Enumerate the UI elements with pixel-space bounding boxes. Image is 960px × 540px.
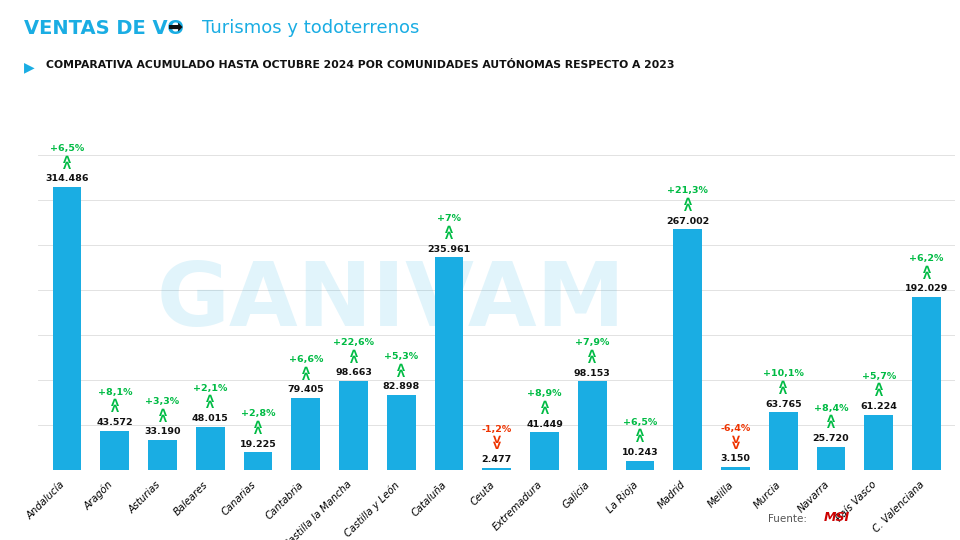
Text: ᐱ
ᐱ: ᐱ ᐱ [349, 349, 357, 365]
Text: ᐱ
ᐱ: ᐱ ᐱ [110, 399, 119, 414]
Text: +5,7%: +5,7% [862, 372, 896, 381]
Text: 48.015: 48.015 [192, 414, 228, 423]
Text: +2,8%: +2,8% [241, 409, 276, 418]
Text: 98.663: 98.663 [335, 368, 372, 377]
Text: +10,1%: +10,1% [763, 369, 804, 379]
Text: ▶: ▶ [24, 60, 35, 75]
Text: +6,6%: +6,6% [289, 355, 323, 364]
Bar [339, 381, 368, 470]
Bar [626, 461, 655, 470]
Bar [578, 381, 607, 470]
Text: 82.898: 82.898 [383, 382, 420, 392]
Text: Fuente:: Fuente: [768, 514, 807, 524]
Text: 79.405: 79.405 [287, 386, 324, 394]
Bar [101, 430, 130, 470]
Text: COMPARATIVA ACUMULADO HASTA OCTUBRE 2024 POR COMUNIDADES AUTÓNOMAS RESPECTO A 20: COMPARATIVA ACUMULADO HASTA OCTUBRE 2024… [46, 60, 675, 71]
Bar [817, 447, 846, 470]
Text: 63.765: 63.765 [765, 400, 802, 409]
Bar [244, 453, 273, 470]
Text: +22,6%: +22,6% [333, 338, 374, 347]
Text: 41.449: 41.449 [526, 420, 563, 429]
Bar [483, 468, 511, 470]
Text: 267.002: 267.002 [666, 217, 709, 226]
Text: +7,9%: +7,9% [575, 339, 610, 347]
Text: ᐱ
ᐱ: ᐱ ᐱ [301, 366, 310, 382]
Bar [292, 399, 320, 470]
Text: ᐱ
ᐱ: ᐱ ᐱ [254, 420, 262, 436]
Bar [387, 395, 416, 470]
Text: ᐯ
ᐯ: ᐯ ᐯ [492, 435, 501, 451]
Text: -6,4%: -6,4% [720, 424, 751, 433]
Text: GANIVAM: GANIVAM [156, 258, 626, 345]
Text: +8,9%: +8,9% [527, 389, 562, 399]
Text: ᐱ
ᐱ: ᐱ ᐱ [780, 380, 787, 396]
Bar [912, 297, 941, 470]
Text: +6,2%: +6,2% [909, 254, 944, 263]
Text: +3,3%: +3,3% [146, 397, 180, 406]
Text: 98.153: 98.153 [574, 369, 611, 377]
Bar [435, 258, 464, 470]
Text: +6,5%: +6,5% [623, 417, 658, 427]
Text: 314.486: 314.486 [45, 174, 88, 183]
Text: 2.477: 2.477 [482, 455, 512, 464]
Text: 25.720: 25.720 [813, 434, 850, 443]
Text: +6,5%: +6,5% [50, 144, 84, 153]
Text: ᐱ
ᐱ: ᐱ ᐱ [828, 415, 835, 430]
Bar [530, 433, 559, 470]
Text: +7%: +7% [437, 214, 461, 224]
Text: -1,2%: -1,2% [482, 424, 512, 434]
Text: ➡: ➡ [168, 19, 183, 37]
Text: ᐱ
ᐱ: ᐱ ᐱ [206, 394, 214, 410]
Text: ᐱ
ᐱ: ᐱ ᐱ [397, 363, 405, 379]
Text: MSI: MSI [824, 511, 850, 524]
Bar [721, 467, 750, 470]
Text: 3.150: 3.150 [721, 454, 751, 463]
Text: VENTAS DE VO: VENTAS DE VO [24, 19, 184, 38]
Text: ᐱ
ᐱ: ᐱ ᐱ [540, 400, 548, 416]
Text: +8,4%: +8,4% [814, 403, 849, 413]
Text: Turismos y todoterrenos: Turismos y todoterrenos [202, 19, 419, 37]
Text: +21,3%: +21,3% [667, 186, 708, 195]
Text: 10.243: 10.243 [622, 448, 659, 457]
Text: +2,1%: +2,1% [193, 383, 228, 393]
Text: ᐯ
ᐯ: ᐯ ᐯ [732, 435, 739, 451]
Bar [864, 415, 893, 470]
Bar [674, 230, 702, 470]
Text: ᐱ
ᐱ: ᐱ ᐱ [588, 349, 596, 365]
Text: 235.961: 235.961 [427, 245, 470, 254]
Text: ᐱ
ᐱ: ᐱ ᐱ [923, 265, 930, 281]
Bar [769, 413, 798, 470]
Text: ᐱ
ᐱ: ᐱ ᐱ [684, 197, 692, 213]
Text: 43.572: 43.572 [97, 418, 133, 427]
Bar [53, 187, 82, 470]
Bar [196, 427, 225, 470]
Text: 61.224: 61.224 [860, 402, 898, 411]
Text: ᐱ
ᐱ: ᐱ ᐱ [445, 225, 453, 241]
Text: +5,3%: +5,3% [384, 352, 419, 361]
Bar [148, 440, 177, 470]
Text: +8,1%: +8,1% [98, 388, 132, 396]
Text: 19.225: 19.225 [240, 440, 276, 449]
Text: 192.029: 192.029 [905, 284, 948, 293]
Text: ᐱ
ᐱ: ᐱ ᐱ [63, 154, 71, 171]
Text: ᐱ
ᐱ: ᐱ ᐱ [875, 382, 883, 399]
Text: ᐱ
ᐱ: ᐱ ᐱ [158, 408, 166, 424]
Text: 33.190: 33.190 [144, 427, 180, 436]
Text: ᐱ
ᐱ: ᐱ ᐱ [636, 428, 644, 444]
